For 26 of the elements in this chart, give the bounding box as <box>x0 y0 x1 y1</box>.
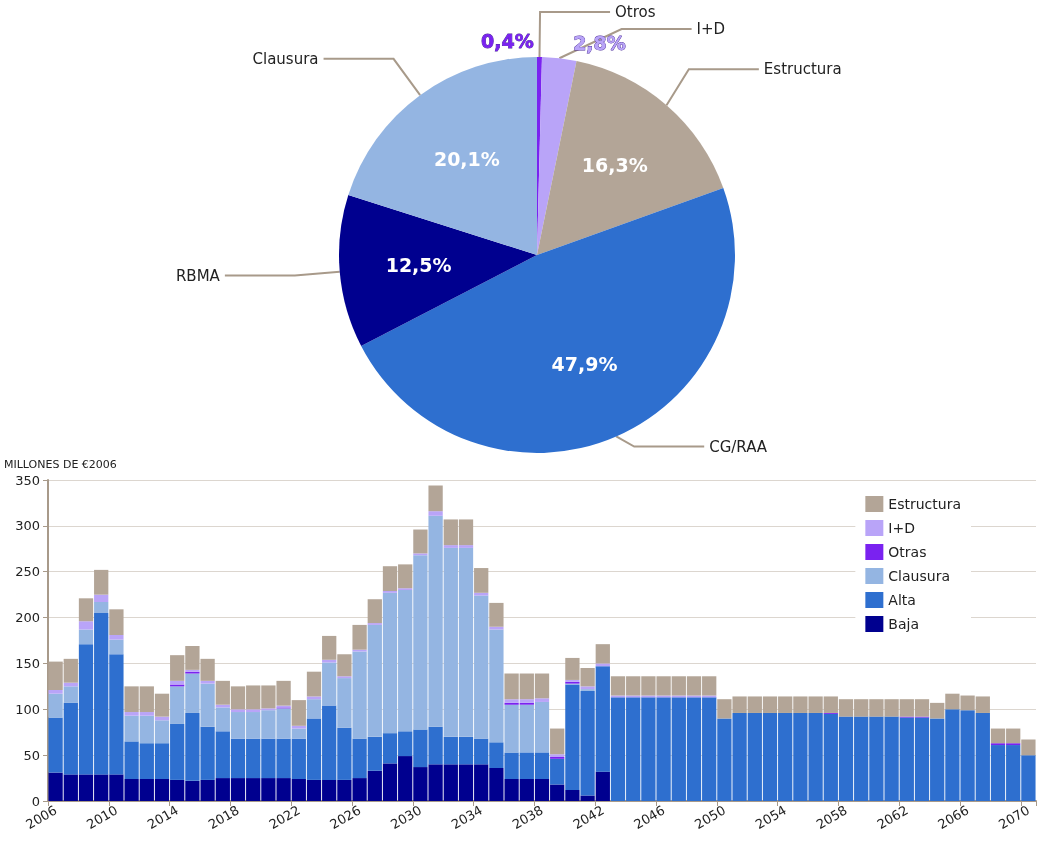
y-axis-title: MILLONES DE €2006 <box>4 458 117 471</box>
legend-label: Clausura <box>888 568 950 584</box>
legend-label: Baja <box>888 616 919 632</box>
slice-label: Estructura <box>763 60 842 79</box>
data-label: 0,4% <box>480 30 534 53</box>
y-tick-label: 50 <box>23 747 40 763</box>
slice-label: I+D <box>696 20 726 39</box>
y-tick-label: 200 <box>15 610 40 626</box>
y-tick-label: 350 <box>15 472 40 488</box>
y-tick-label: 300 <box>15 518 40 534</box>
legend-label: Alta <box>888 592 916 608</box>
y-tick-label: 0 <box>31 793 40 809</box>
slice-label: CG/RAA <box>709 437 768 456</box>
slice-label: RBMA <box>175 266 221 285</box>
legend-label: I+D <box>888 520 915 536</box>
data-label: 47,9% <box>551 352 618 375</box>
slice-label: Clausura <box>252 49 319 68</box>
slice-label: Otros <box>615 3 656 22</box>
data-label: 16,3% <box>581 154 648 177</box>
data-label: 20,1% <box>433 148 500 171</box>
y-tick-label: 250 <box>15 564 40 580</box>
data-label: 12,5% <box>385 254 452 277</box>
legend-label: Otras <box>888 544 927 560</box>
y-tick-label: 150 <box>15 655 40 671</box>
legend-label: Estructura <box>888 496 961 512</box>
y-tick-label: 100 <box>15 701 40 717</box>
